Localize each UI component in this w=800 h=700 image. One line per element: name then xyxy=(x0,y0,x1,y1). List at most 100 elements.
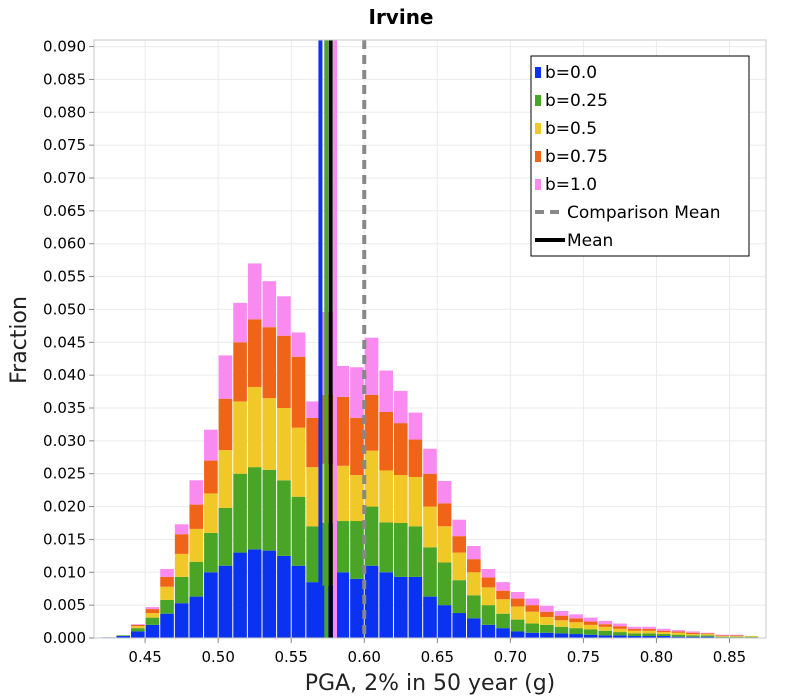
bar-segment-b-0-5 xyxy=(437,526,452,563)
bar-segment-b-0-75 xyxy=(189,504,204,529)
legend-swatch xyxy=(535,151,541,162)
bar-segment-b-0-0 xyxy=(116,636,131,638)
bar-segment-b-0-25 xyxy=(306,526,320,583)
bar-segment-b-0-5 xyxy=(131,626,145,629)
bar-segment-b-0-0 xyxy=(583,634,598,638)
bar-segment-b-0-25 xyxy=(452,580,467,614)
bar-segment-b-0-5 xyxy=(393,475,408,523)
bar-segment-b-0-75 xyxy=(467,559,481,573)
bar-segment-b-0-0 xyxy=(145,624,160,638)
bar-segment-b-0-0 xyxy=(627,636,642,638)
bar-segment-b-1-0 xyxy=(423,448,437,474)
bar-segment-b-0-25 xyxy=(540,624,554,633)
bar-segment-b-0-75 xyxy=(569,618,583,623)
bar-segment-b-0-0 xyxy=(218,565,233,638)
bar-segment-b-0-75 xyxy=(613,626,627,629)
bar-segment-b-1-0 xyxy=(408,412,423,440)
y-tick-label: 0.075 xyxy=(43,136,86,154)
bar-segment-b-0-25 xyxy=(613,632,627,636)
bar-segment-b-0-5 xyxy=(481,587,496,606)
bar-segment-b-0-0 xyxy=(554,633,569,638)
bar-segment-b-0-25 xyxy=(656,634,671,637)
plot-border xyxy=(93,39,767,639)
bar-segment-b-0-75 xyxy=(408,439,423,477)
bar-segment-b-0-25 xyxy=(627,633,642,637)
bar-segment-b-1-0 xyxy=(481,569,496,578)
bar-segment-b-0-0 xyxy=(686,636,700,638)
y-tick-label: 0.070 xyxy=(43,169,86,187)
bar-segment-b-0-5 xyxy=(627,630,642,634)
bar-segment-b-0-5 xyxy=(335,465,350,522)
bar-segment-b-0-75 xyxy=(525,605,540,612)
bar-segment-b-1-0 xyxy=(262,281,277,328)
bar-segment-b-0-5 xyxy=(160,586,174,600)
bar-segment-b-0-25 xyxy=(554,626,569,634)
bar-segment-b-0-0 xyxy=(189,596,204,638)
chart-title: Irvine xyxy=(369,5,434,29)
bar-segment-b-0-0 xyxy=(540,632,554,638)
legend-label: b=0.0 xyxy=(545,63,597,83)
bar-segment-b-0-75 xyxy=(131,624,145,627)
bar-segment-b-0-25 xyxy=(744,636,759,638)
bar-segment-b-0-5 xyxy=(510,606,525,620)
bar-segment-b-1-0 xyxy=(160,569,174,577)
y-tick-label: 0.015 xyxy=(43,530,86,548)
legend: b=0.0 b=0.25 b=0.5 b=0.75 b=1.0 Comparison Me… xyxy=(530,55,750,257)
bar-segment-b-0-5 xyxy=(364,450,379,507)
bar-segment-b-0-25 xyxy=(715,636,729,638)
bar-segment-b-0-75 xyxy=(642,628,656,631)
bar-segment-b-0-75 xyxy=(452,536,467,553)
legend-label: b=0.25 xyxy=(545,91,608,111)
bar-segment-b-0-0 xyxy=(306,582,320,638)
y-tick-label: 0.060 xyxy=(43,235,86,253)
x-tick-label: 0.45 xyxy=(128,648,161,666)
bar-segment-b-0-25 xyxy=(189,561,204,597)
bar-segment-b-0-5 xyxy=(671,632,686,635)
bar-segment-b-0-25 xyxy=(393,523,408,577)
bar-segment-b-0-5 xyxy=(554,620,569,627)
bar-segment-b-0-25 xyxy=(437,562,452,606)
bar-segment-b-0-0 xyxy=(233,552,247,638)
bar-segment-b-0-75 xyxy=(174,534,189,554)
bar-segment-b-0-25 xyxy=(510,619,525,632)
bar-segment-b-0-0 xyxy=(467,618,481,638)
mean-lines xyxy=(318,40,367,638)
bar-segment-b-0-0 xyxy=(350,578,364,638)
legend-label: b=1.0 xyxy=(545,175,597,195)
bar-segment-b-0-0 xyxy=(656,636,671,638)
bar-segment-b-1-0 xyxy=(233,302,247,343)
bar-segment-b-0-25 xyxy=(700,635,715,637)
bar-segment-b-0-5 xyxy=(729,636,744,637)
y-axis: 0.000 0.005 0.010 0.015 0.020 0.025 0.030 0.035… xyxy=(43,38,94,647)
bar-segment-b-0-75 xyxy=(247,319,262,387)
x-tick-label: 0.50 xyxy=(201,648,234,666)
bar-segment-b-0-5 xyxy=(656,632,671,635)
y-tick-label: 0.000 xyxy=(43,629,86,647)
y-tick-label: 0.005 xyxy=(43,596,86,614)
bar-segment-b-1-0 xyxy=(364,337,379,395)
bar-segment-b-0-0 xyxy=(335,572,350,638)
bar-segment-b-0-0 xyxy=(700,636,715,638)
bar-segment-b-0-75 xyxy=(715,635,729,637)
y-tick-label: 0.080 xyxy=(43,103,86,121)
bar-segment-b-1-0 xyxy=(525,598,540,606)
bar-segment-b-0-75 xyxy=(364,394,379,451)
bar-segment-b-0-5 xyxy=(583,624,598,630)
bar-segment-b-0-25 xyxy=(174,576,189,604)
bar-segment-b-0-75 xyxy=(291,356,306,428)
x-tick-label: 0.65 xyxy=(421,648,454,666)
bar-segment-b-0-25 xyxy=(277,480,291,556)
bar-segment-b-0-0 xyxy=(393,576,408,638)
bar-segment-b-0-5 xyxy=(247,386,262,468)
bar-segment-b-0-0 xyxy=(452,613,467,638)
bar-segment-b-1-0 xyxy=(174,524,189,535)
y-axis-label: Fraction xyxy=(7,296,32,384)
bar-segment-b-0-25 xyxy=(686,635,700,637)
bar-segment-b-0-75 xyxy=(306,417,320,468)
bar-segment-b-0-5 xyxy=(145,613,160,618)
bar-segment-b-0-75 xyxy=(335,396,350,466)
bar-segment-b-0-75 xyxy=(627,628,642,631)
y-tick-label: 0.035 xyxy=(43,399,86,417)
bar-segment-b-0-25 xyxy=(218,507,233,566)
bar-segment-b-1-0 xyxy=(452,519,467,537)
